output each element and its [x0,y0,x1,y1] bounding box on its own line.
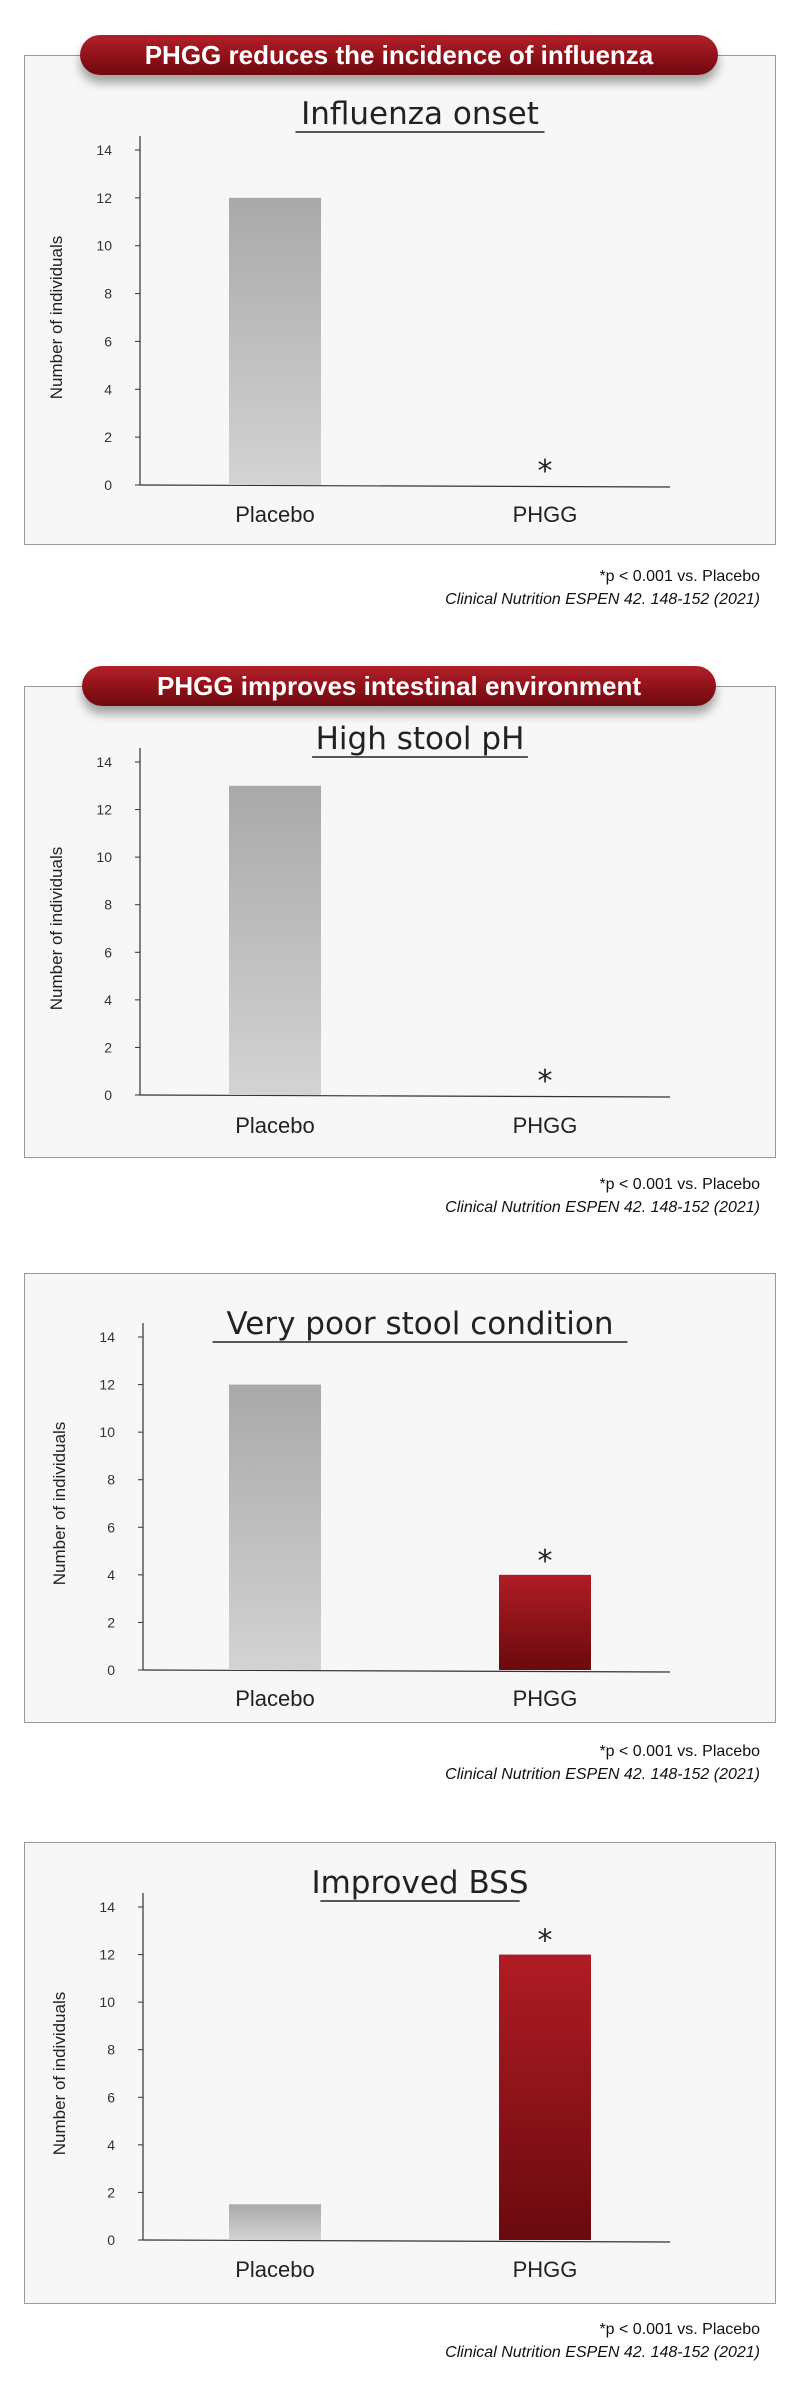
reference-citation: Clinical Nutrition ESPEN 42. 148-152 (20… [445,1766,760,1783]
y-tick-label: 6 [107,2089,115,2105]
y-tick-label: 14 [99,1329,115,1345]
x-axis-line [142,2239,671,2243]
y-axis-label: Number of individuals [50,1422,69,1585]
y-tick-label: 12 [96,802,112,818]
footnote-stool-condition: *p < 0.001 vs. Placebo Clinical Nutritio… [60,1740,760,1786]
y-tick-label: 2 [107,2184,115,2200]
reference-citation: Clinical Nutrition ESPEN 42. 148-152 (20… [445,1199,760,1216]
reference-citation: Clinical Nutrition ESPEN 42. 148-152 (20… [445,2344,760,2361]
y-tick-label: 14 [99,1899,115,1915]
chart-title: Improved BSS [311,1865,528,1901]
section-banner-intestinal: PHGG improves intestinal environment [82,666,716,706]
footnote-stool-ph: *p < 0.001 vs. Placebo Clinical Nutritio… [60,1173,760,1219]
y-tick-label: 10 [99,1994,115,2010]
x-axis-line [142,1669,671,1673]
category-label-placebo: Placebo [235,502,315,527]
significance-marker: * [538,1544,553,1579]
significance-marker: * [538,1064,553,1099]
y-tick-label: 12 [99,1377,115,1393]
category-label-phgg: PHGG [513,502,578,527]
y-tick-label: 14 [96,142,112,158]
section-banner-influenza: PHGG reduces the incidence of influenza [80,35,718,75]
chart-panel-stool-ph [24,686,776,1158]
y-tick-label: 12 [99,1947,115,1963]
bar-placebo [229,2204,321,2240]
chart-title: High stool pH [316,721,525,757]
x-axis-line [139,484,671,488]
significance-note: *p < 0.001 vs. Placebo [599,1176,760,1193]
y-tick-label: 0 [104,1087,112,1103]
y-tick-label: 0 [104,477,112,493]
y-tick-label: 4 [104,992,112,1008]
significance-marker: * [538,454,553,489]
category-label-phgg: PHGG [513,2257,578,2282]
x-axis-line [139,1094,671,1098]
category-label-placebo: Placebo [235,1113,315,1138]
significance-note: *p < 0.001 vs. Placebo [599,2321,760,2338]
y-axis-label: Number of individuals [47,236,66,399]
y-tick-label: 0 [107,2232,115,2248]
y-axis-label: Number of individuals [47,847,66,1010]
y-tick-label: 6 [107,1519,115,1535]
bar-placebo [229,785,321,1095]
y-tick-label: 2 [107,1614,115,1630]
y-tick-label: 10 [99,1424,115,1440]
y-tick-label: 8 [107,1472,115,1488]
y-tick-label: 4 [107,1567,115,1583]
category-label-placebo: Placebo [235,2257,315,2282]
y-tick-label: 4 [107,2137,115,2153]
chart-panel-influenza [24,55,776,545]
bar-placebo [229,197,321,485]
y-tick-label: 4 [104,381,112,397]
y-tick-label: 8 [104,897,112,913]
y-axis-label: Number of individuals [50,1992,69,2155]
y-tick-label: 2 [104,429,112,445]
chart-title: Very poor stool condition [226,1306,613,1342]
y-tick-label: 6 [104,944,112,960]
bar-phgg [499,1954,591,2240]
bar-phgg [499,1574,591,1670]
y-tick-label: 0 [107,1662,115,1678]
significance-note: *p < 0.001 vs. Placebo [599,1743,760,1760]
y-tick-label: 6 [104,333,112,349]
category-label-phgg: PHGG [513,1686,578,1711]
y-tick-label: 8 [104,286,112,302]
y-tick-label: 14 [96,754,112,770]
chart-panel-improved-bss [24,1842,776,2304]
y-tick-label: 2 [104,1039,112,1055]
significance-marker: * [538,1924,553,1959]
category-label-placebo: Placebo [235,1686,315,1711]
y-tick-label: 8 [107,2042,115,2058]
chart-panel-stool-condition [24,1273,776,1723]
category-label-phgg: PHGG [513,1113,578,1138]
footnote-influenza: *p < 0.001 vs. Placebo Clinical Nutritio… [60,565,760,611]
chart-title: Influenza onset [301,96,539,132]
y-tick-label: 10 [96,238,112,254]
footnote-improved-bss: *p < 0.001 vs. Placebo Clinical Nutritio… [60,2318,760,2364]
y-tick-label: 10 [96,849,112,865]
significance-note: *p < 0.001 vs. Placebo [599,568,760,585]
reference-citation: Clinical Nutrition ESPEN 42. 148-152 (20… [445,591,760,608]
y-tick-label: 12 [96,190,112,206]
bar-placebo [229,1384,321,1670]
